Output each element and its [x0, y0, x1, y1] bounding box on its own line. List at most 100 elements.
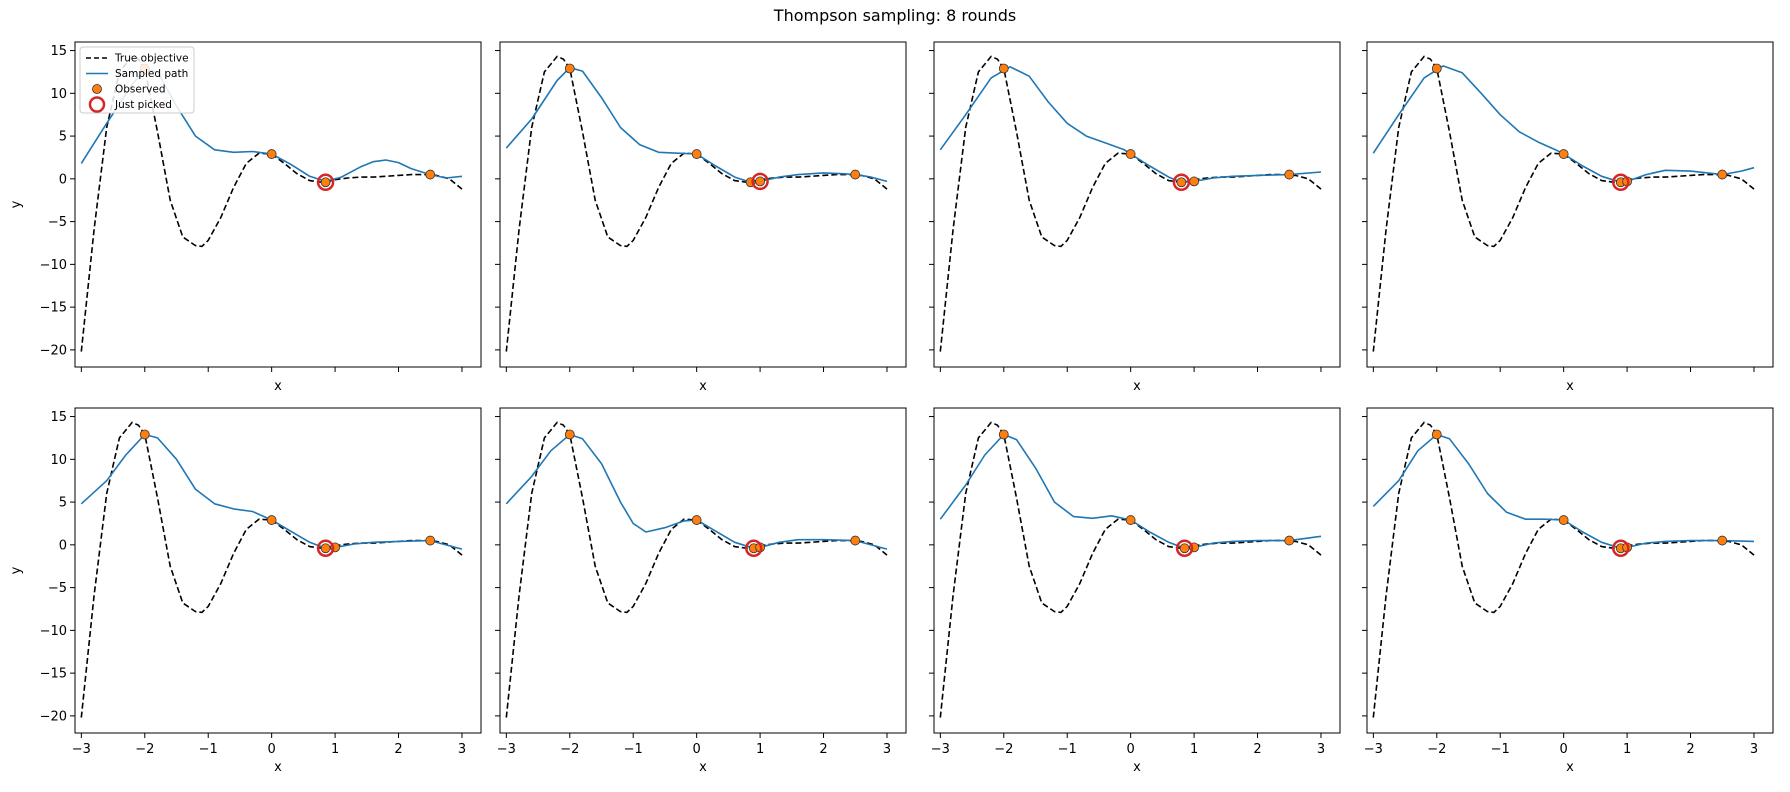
true-objective-line	[1372, 55, 1755, 352]
axes-frame	[933, 41, 1341, 368]
just-picked-marker	[1172, 173, 1191, 192]
x-tick-label: −3	[72, 742, 91, 757]
plot-area	[505, 421, 888, 718]
observed-point	[139, 429, 150, 440]
legend: True objective Sampled path Observed Just p…	[79, 46, 195, 114]
y-tick-label: 15	[50, 410, 67, 425]
plot-area	[1372, 55, 1755, 352]
x-tick-label: −2	[994, 742, 1013, 757]
x-tick-label: 2	[819, 742, 827, 757]
observed-point	[564, 63, 575, 74]
y-tick-label: −5	[48, 215, 67, 230]
subplot-round-3: x	[929, 41, 1341, 394]
y-tick-label: 15	[50, 44, 67, 59]
x-tick-label: 3	[1317, 742, 1325, 757]
sampled-path-line	[505, 66, 888, 184]
x-axis-label: x	[1566, 379, 1574, 394]
x-axis-label: x	[274, 379, 282, 394]
observed-point	[1189, 176, 1199, 187]
subplot-round-6: −3 −2 −1 0 1 2 3 x	[495, 407, 907, 775]
x-axis-label: x	[1133, 760, 1141, 775]
x-axis-label: x	[1133, 379, 1141, 394]
true-objective-line	[1372, 421, 1755, 718]
plot-area	[1372, 421, 1755, 718]
x-tick-label: −3	[931, 742, 950, 757]
observed-point	[564, 429, 575, 440]
legend-label: Observed	[115, 84, 166, 96]
y-axis-label: y	[9, 200, 24, 208]
observed-point	[1284, 535, 1295, 546]
sampled-path-line	[1372, 65, 1755, 184]
sampled-path-line	[505, 433, 888, 550]
y-tick-label: 0	[59, 538, 67, 553]
observed-point	[425, 535, 436, 546]
observed-point	[998, 63, 1009, 74]
axes-frame	[933, 407, 1341, 734]
subplot-round-1: −20 −15 −10 −5 0 5 10 15 x y True objective Sampled…	[9, 41, 482, 394]
plot-area	[939, 421, 1322, 718]
sampled-path-line	[80, 433, 463, 550]
observed-point	[998, 429, 1009, 440]
x-tick-label: 1	[1190, 742, 1198, 757]
observed-point	[691, 515, 702, 525]
x-tick-label: 3	[883, 742, 891, 757]
x-tick-label: −2	[1427, 742, 1446, 757]
observed-point	[1125, 149, 1136, 159]
y-tick-label: −10	[40, 624, 67, 639]
true-objective-line	[939, 55, 1322, 352]
just-picked-marker	[1612, 173, 1630, 192]
axes-frame	[499, 407, 907, 734]
just-picked-marker	[316, 539, 335, 558]
observed-point	[266, 515, 277, 525]
legend-label: True objective	[114, 53, 189, 65]
x-axis-label: x	[1566, 760, 1574, 775]
x-tick-label: 3	[458, 742, 466, 757]
just-picked-marker	[1175, 539, 1194, 558]
sampled-path-line	[939, 433, 1322, 550]
x-tick-label: 2	[394, 742, 402, 757]
y-tick-label: −15	[40, 301, 67, 316]
observed-point	[1558, 515, 1569, 525]
observed-point	[1717, 535, 1728, 546]
observed-point	[1176, 177, 1187, 188]
observed-point	[425, 169, 436, 180]
x-tick-label: −1	[1058, 742, 1077, 757]
subplot-round-8: −3 −2 −1 0 1 2 3 x	[1362, 407, 1774, 775]
x-tick-label: 0	[693, 742, 701, 757]
axes-frame	[74, 407, 482, 734]
y-tick-label: 10	[50, 87, 67, 102]
observed-point	[1125, 515, 1136, 525]
legend-box	[79, 46, 195, 114]
observed-point	[691, 149, 702, 159]
plot-area	[939, 55, 1322, 352]
just-picked-marker	[1612, 539, 1630, 558]
subplot-round-7: −3 −2 −1 0 1 2 3 x	[929, 407, 1341, 775]
x-tick-label: 1	[1623, 742, 1631, 757]
legend-label: Sampled path	[115, 68, 188, 80]
y-tick-label: −5	[48, 581, 67, 596]
observed-point	[1179, 543, 1190, 554]
x-tick-label: −3	[1364, 742, 1383, 757]
just-picked-marker	[745, 539, 763, 558]
axes-frame	[74, 41, 482, 368]
observed-point	[320, 543, 331, 554]
legend-just-picked-handle	[88, 96, 106, 113]
just-picked-marker	[316, 173, 335, 192]
y-tick-label: −20	[40, 343, 67, 358]
observed-point	[1431, 429, 1442, 440]
x-axis-label: x	[699, 760, 707, 775]
x-tick-label: 0	[268, 742, 276, 757]
observed-point	[1558, 149, 1569, 159]
x-axis-label: x	[699, 379, 707, 394]
plot-area	[505, 55, 888, 352]
observed-point	[755, 176, 765, 187]
true-objective-line	[505, 55, 888, 352]
x-tick-label: −2	[135, 742, 154, 757]
x-tick-label: 0	[1127, 742, 1135, 757]
y-tick-label: −20	[40, 709, 67, 724]
true-objective-line	[80, 421, 463, 718]
x-tick-label: −3	[497, 742, 516, 757]
figure-title: Thompson sampling: 8 rounds	[773, 6, 1017, 25]
